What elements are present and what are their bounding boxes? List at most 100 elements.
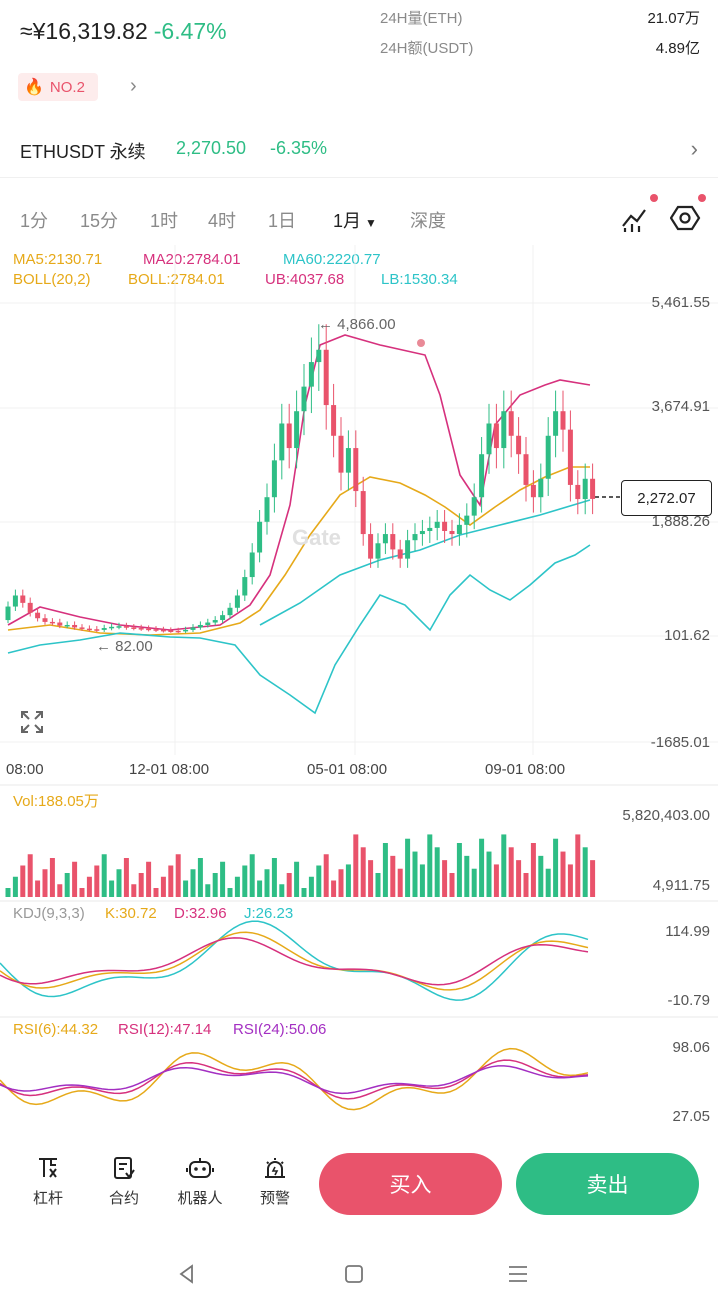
volume-bar <box>523 873 529 897</box>
legend-j: J:26.23 <box>244 905 294 922</box>
volume-bar <box>405 838 411 897</box>
candle-body <box>338 435 344 473</box>
volume-bar <box>323 854 329 897</box>
kdj-d-line <box>0 937 589 986</box>
candle-body <box>405 540 411 559</box>
volume-bar <box>138 873 144 897</box>
marker-dot <box>417 339 425 347</box>
volume-bar <box>271 858 277 897</box>
indicator-icon[interactable] <box>620 194 658 234</box>
candle-body <box>523 454 529 485</box>
tab-1h[interactable]: 1时 <box>150 211 179 231</box>
pair-row[interactable]: ETHUSDT 永续 2,270.50 -6.35% › <box>0 122 718 178</box>
settings-icon[interactable] <box>669 194 706 234</box>
volume-bar <box>338 869 344 897</box>
volume-axis-label: 4,911.75 <box>652 877 710 894</box>
candle-body <box>94 629 100 631</box>
candle-body <box>471 497 477 516</box>
volume-bar <box>197 858 203 897</box>
volume-bar <box>575 834 581 897</box>
candle-body <box>449 530 455 535</box>
candle-body <box>575 484 581 500</box>
nav-alert[interactable]: 预警 <box>245 1155 305 1208</box>
volume-bar <box>72 861 78 897</box>
volume-bar <box>175 854 181 897</box>
candle-body <box>323 349 329 406</box>
tab-1d[interactable]: 1日 <box>268 211 297 231</box>
volume-bar <box>516 860 522 897</box>
volume-bar <box>242 865 248 897</box>
volume-bar <box>227 888 233 897</box>
buy-button[interactable]: 买入 <box>319 1153 502 1215</box>
volume-bar <box>220 861 226 897</box>
volume-bar <box>79 888 85 897</box>
ma60-line <box>259 499 591 626</box>
volume-bar <box>190 869 196 897</box>
volume-bar <box>153 888 159 897</box>
candle-body <box>464 515 470 525</box>
candle-body <box>301 386 307 412</box>
volume-bar <box>479 838 485 897</box>
nav-leverage[interactable]: 杠杆 <box>18 1155 78 1208</box>
volume-bar <box>427 834 433 897</box>
volume-bar <box>279 884 285 897</box>
x-axis-label: 05-01 08:00 <box>307 761 388 778</box>
volume-bar <box>501 834 507 897</box>
volume-bar <box>42 869 48 897</box>
volume-bar <box>131 884 137 897</box>
volume-bar <box>116 869 122 897</box>
volume-bar <box>530 843 536 897</box>
kdj-axis-label: 114.99 <box>665 923 710 940</box>
candle-body <box>234 595 240 608</box>
candle-body <box>123 626 129 628</box>
candle-body <box>242 577 248 596</box>
back-icon[interactable] <box>176 1263 198 1291</box>
tab-depth[interactable]: 深度 <box>410 211 446 231</box>
volume-bar <box>471 868 477 897</box>
tab-1month[interactable]: 1月 ▼ <box>333 207 377 233</box>
tab-15min[interactable]: 15分 <box>80 211 119 231</box>
rsi-lines <box>0 1047 589 1111</box>
volume-bar <box>146 861 152 897</box>
legend-d: D:32.96 <box>174 905 227 922</box>
menu-icon[interactable] <box>507 1263 529 1291</box>
volume-bar <box>94 865 100 897</box>
legend-lb: LB:1530.34 <box>381 271 458 288</box>
nav-robot[interactable]: 机器人 <box>170 1155 230 1208</box>
kline-chart[interactable] <box>0 245 718 1130</box>
tab-1month-label: 1月 <box>333 211 362 231</box>
notification-dot <box>650 194 658 202</box>
candle-body <box>205 622 211 625</box>
stat-turnover-label: 24H额(USDT) <box>380 40 474 57</box>
x-axis-label: 12-01 08:00 <box>129 761 210 778</box>
volume-bar <box>286 873 292 897</box>
sell-button[interactable]: 卖出 <box>516 1153 699 1215</box>
tab-1min[interactable]: 1分 <box>20 211 49 231</box>
candle-body <box>368 534 374 559</box>
nav-contract[interactable]: 合约 <box>94 1155 154 1208</box>
candle-body <box>427 527 433 531</box>
volume-bar <box>390 855 396 897</box>
volume-bar <box>264 869 270 897</box>
fullscreen-icon[interactable] <box>20 710 44 739</box>
home-icon[interactable] <box>343 1263 365 1291</box>
rank-badge[interactable]: 🔥 NO.2 <box>18 73 98 101</box>
chevron-right-icon[interactable]: › <box>130 75 137 97</box>
candle-body <box>553 411 559 436</box>
kdj-j-line <box>0 920 589 1001</box>
candle-body <box>412 534 418 541</box>
candle-body <box>116 626 122 628</box>
y-axis-label: -1685.01 <box>650 734 710 751</box>
candle-body <box>286 423 292 449</box>
volume-bar <box>353 834 359 897</box>
caret-down-icon: ▼ <box>365 216 377 230</box>
volume-bar <box>590 860 596 897</box>
volume-bar <box>5 888 11 897</box>
volume-bar <box>397 868 403 897</box>
rsi-axis-label: 27.05 <box>672 1108 710 1125</box>
volume-bar <box>27 854 33 897</box>
x-axis-label: 08:00 <box>6 761 44 778</box>
y-axis-label: 3,674.91 <box>651 398 710 415</box>
tab-4h[interactable]: 4时 <box>208 211 237 231</box>
contract-icon <box>94 1155 154 1183</box>
